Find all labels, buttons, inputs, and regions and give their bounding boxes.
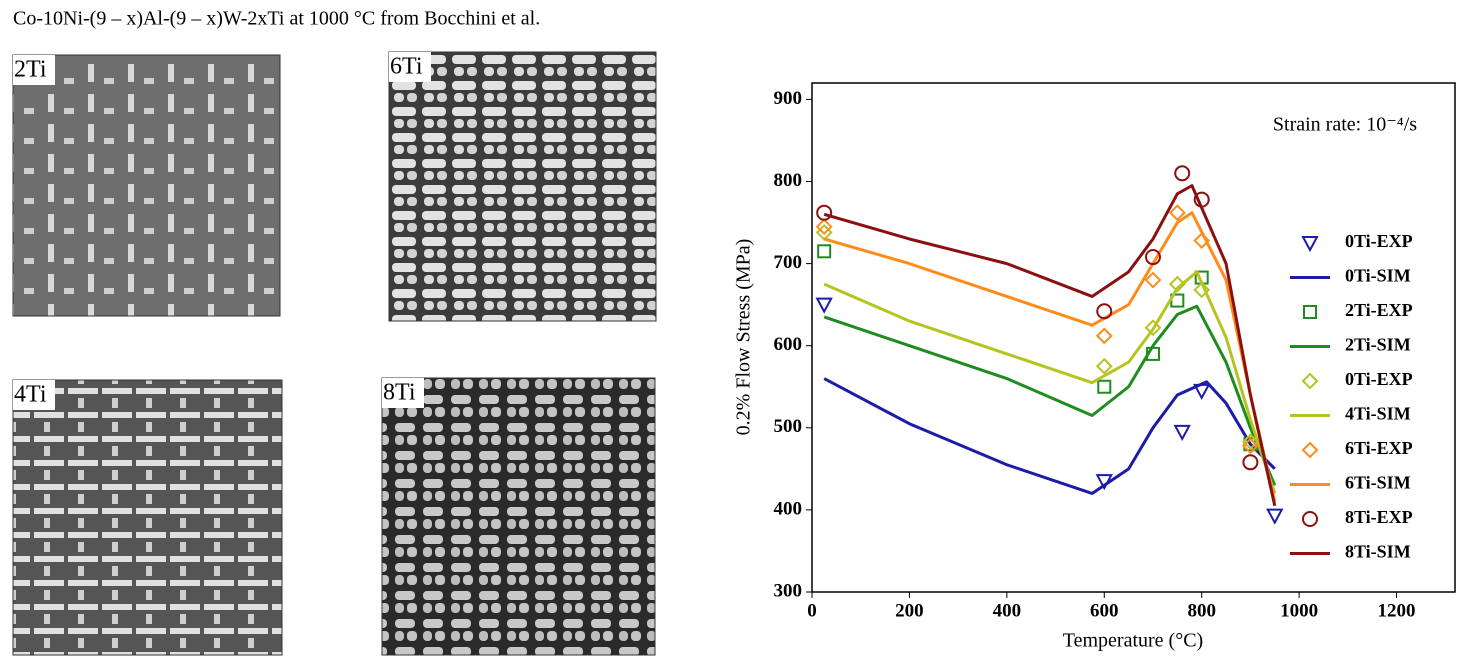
legend-marker [1301,236,1319,253]
micrograph [381,377,656,656]
marker [1174,165,1191,182]
label-bg [13,380,55,410]
legend-label: 0Ti-EXP [1345,369,1413,389]
x-tick-label: 600 [1090,600,1119,621]
y-tick-label: 300 [774,580,803,601]
legend-label: 0Ti-EXP [1345,231,1413,251]
micrograph [12,54,281,317]
legend-marker [1301,372,1319,390]
y-tick-label: 600 [774,334,803,355]
x-tick-label: 200 [895,600,924,621]
marker [1168,204,1186,222]
legend-marker [1303,305,1317,319]
marker [1144,249,1161,266]
legend-label: 6Ti-EXP [1345,438,1413,458]
figure-title: Co-10Ni-(9 – x)Al-(9 – x)W-2xTi at 1000 … [13,8,540,30]
marker [1241,437,1259,455]
image-label: 2Ti [14,57,47,83]
marker [1095,327,1113,345]
legend-marker [1302,511,1318,527]
marker [815,218,833,236]
legend-label: 0Ti-SIM [1345,266,1411,286]
image-label: 4Ti [14,382,47,408]
y-tick-label: 800 [774,170,803,191]
series-line [823,211,1277,503]
y-axis-label: 0.2% Flow Stress (MPa) [733,239,755,436]
marker [817,244,832,259]
marker [815,297,833,314]
legend-label: 8Ti-SIM [1345,542,1411,562]
y-tick-label: 900 [774,88,803,109]
series-line [823,270,1277,494]
legend-label: 4Ti-SIM [1345,404,1411,424]
marker [1193,281,1211,299]
legend-label: 2Ti-SIM [1345,335,1411,355]
y-tick-label: 500 [774,416,803,437]
marker [1095,357,1113,375]
series-line [823,304,1277,486]
x-tick-label: 1000 [1280,600,1318,621]
series-line [823,184,1277,507]
x-tick-label: 0 [807,600,817,621]
series-line [823,377,1276,495]
image-label: 8Ti [383,380,416,406]
legend-label: 6Ti-SIM [1345,473,1411,493]
x-tick-label: 1200 [1378,600,1416,621]
x-axis-label: Temperature (°C) [1063,630,1203,652]
marker [1096,303,1113,320]
legend-marker [1301,441,1319,459]
marker [1144,319,1162,337]
marker [1241,433,1259,451]
x-tick-label: 800 [1187,600,1216,621]
legend-label: 2Ti-EXP [1345,300,1413,320]
micrograph [12,379,283,656]
label-bg [13,55,55,85]
marker [1144,271,1162,289]
image-label: 6Ti [390,54,423,80]
annotation: Strain rate: 10⁻⁴/s [1273,114,1417,136]
y-tick-label: 700 [774,252,803,273]
marker [1242,454,1259,471]
x-tick-label: 400 [993,600,1022,621]
label-bg [389,52,431,82]
marker [1097,379,1112,394]
marker [816,204,833,221]
label-bg [382,378,424,408]
plot-frame [811,82,1456,593]
marker [1266,508,1284,525]
marker [1173,424,1191,442]
y-tick-label: 400 [774,498,803,519]
legend-label: 8Ti-EXP [1345,507,1413,527]
micrograph [388,51,657,322]
